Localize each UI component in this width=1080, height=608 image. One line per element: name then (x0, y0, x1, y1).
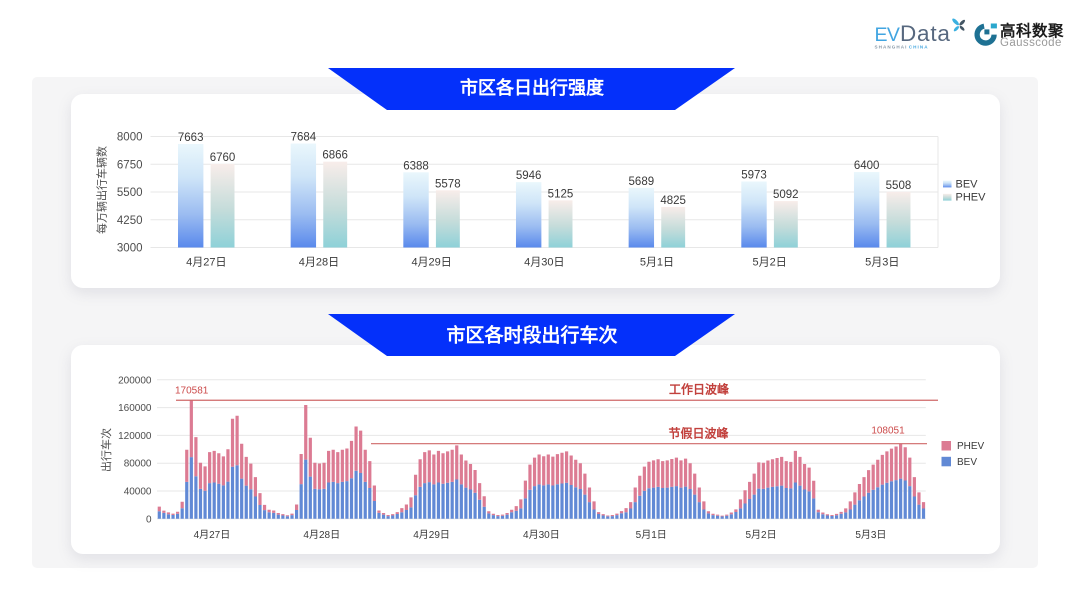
svg-text:CHINA: CHINA (909, 45, 929, 50)
svg-text:4825: 4825 (660, 195, 686, 207)
svg-text:4月30日: 4月30日 (524, 257, 564, 269)
svg-text:高科数聚: 高科数聚 (1000, 21, 1064, 40)
svg-text:5689: 5689 (629, 176, 655, 188)
svg-text:工作日波峰: 工作日波峰 (669, 381, 730, 396)
svg-text:4月28日: 4月28日 (299, 257, 339, 269)
svg-text:4250: 4250 (117, 215, 143, 227)
svg-text:5月3日: 5月3日 (855, 529, 886, 541)
svg-text:6750: 6750 (117, 159, 143, 171)
svg-text:4月29日: 4月29日 (413, 529, 450, 541)
svg-text:出行车次: 出行车次 (99, 428, 113, 472)
svg-text:200000: 200000 (118, 375, 152, 386)
svg-text:每万辆出行车辆数: 每万辆出行车辆数 (95, 146, 109, 234)
svg-text:170581: 170581 (175, 385, 209, 396)
svg-text:5125: 5125 (548, 188, 574, 200)
svg-text:8000: 8000 (117, 132, 143, 144)
svg-text:4月27日: 4月27日 (186, 257, 226, 269)
svg-text:6388: 6388 (403, 160, 429, 172)
svg-text:Gausscode: Gausscode (1000, 37, 1062, 49)
svg-text:6400: 6400 (854, 160, 880, 172)
svg-text:EV: EV (875, 24, 900, 46)
svg-text:5946: 5946 (516, 170, 542, 182)
svg-text:7684: 7684 (291, 132, 317, 144)
svg-text:108051: 108051 (871, 426, 905, 437)
svg-text:6760: 6760 (210, 152, 236, 164)
svg-text:120000: 120000 (118, 431, 152, 442)
svg-text:4月28日: 4月28日 (303, 529, 340, 541)
svg-text:Data: Data (900, 21, 951, 46)
svg-text:4月29日: 4月29日 (411, 257, 451, 269)
svg-text:5973: 5973 (741, 170, 767, 182)
svg-text:5508: 5508 (886, 180, 912, 192)
svg-text:5月2日: 5月2日 (752, 257, 786, 269)
svg-text:市区各日出行强度: 市区各日出行强度 (460, 77, 605, 98)
svg-text:40000: 40000 (124, 487, 152, 498)
svg-text:节假日波峰: 节假日波峰 (668, 426, 729, 441)
svg-text:80000: 80000 (124, 459, 152, 470)
svg-text:0: 0 (146, 514, 152, 525)
svg-text:5月2日: 5月2日 (745, 529, 776, 541)
svg-text:160000: 160000 (118, 403, 152, 414)
svg-text:SHANGHAI: SHANGHAI (875, 45, 908, 50)
svg-text:BEV: BEV (957, 457, 977, 468)
svg-text:PHEV: PHEV (957, 441, 985, 452)
svg-text:市区各时段出行车次: 市区各时段出行车次 (446, 324, 617, 347)
svg-text:5月1日: 5月1日 (636, 529, 667, 541)
svg-text:5578: 5578 (435, 178, 461, 190)
svg-text:7663: 7663 (178, 132, 204, 144)
svg-text:5092: 5092 (773, 189, 799, 201)
svg-text:4月30日: 4月30日 (523, 529, 560, 541)
svg-text:4月27日: 4月27日 (194, 529, 231, 541)
svg-text:6866: 6866 (322, 150, 348, 162)
svg-text:5500: 5500 (117, 187, 143, 199)
svg-text:BEV: BEV (956, 179, 979, 191)
svg-text:PHEV: PHEV (956, 192, 987, 204)
svg-text:5月1日: 5月1日 (640, 257, 674, 269)
svg-text:5月3日: 5月3日 (865, 257, 899, 269)
svg-text:3000: 3000 (117, 243, 143, 255)
